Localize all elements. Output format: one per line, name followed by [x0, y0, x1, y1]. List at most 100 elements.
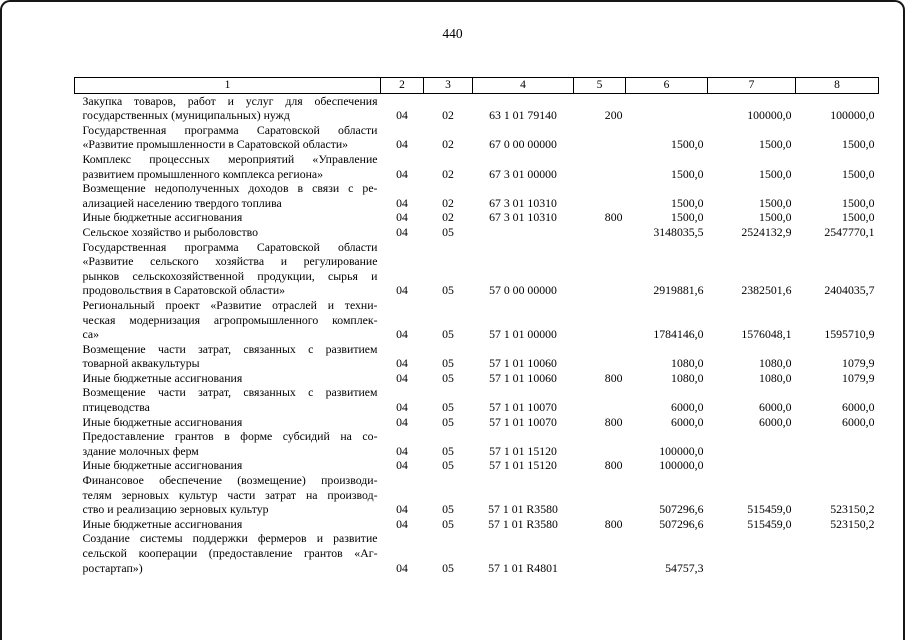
cell-name: Иные бюджетные ассигнования: [75, 371, 381, 386]
cell-name: Государственная программа Саратовской об…: [75, 240, 381, 298]
table-body: Закупка товаров, работ и услуг для обесп…: [75, 93, 879, 575]
column-header-2: 2: [380, 77, 424, 94]
cell-name: Сельское хозяйство и рыболовство: [75, 225, 381, 240]
cell-name: Иные бюджетные ассигнования: [75, 517, 381, 532]
cell-col6: 507296,6: [659, 516, 704, 531]
name-line: Закупка товаров, работ и услуг для обесп…: [82, 93, 378, 108]
cell-col5: [574, 531, 626, 575]
cell-col8: 1500,0: [842, 210, 875, 225]
cell-name: Иные бюджетные ассигнования: [75, 210, 381, 225]
name-line: Возмещение части затрат, связанных с раз…: [82, 385, 378, 400]
cell-col2: 04: [396, 224, 408, 239]
cell-col7: 1500,0: [759, 195, 792, 210]
column-header-6: 6: [625, 77, 708, 94]
cell-col6: 1080,0: [671, 370, 704, 385]
cell-col2: 04: [396, 560, 408, 575]
cell-col4: 57 1 01 R4801: [488, 560, 558, 575]
name-line: развитием промышленного комплекса регион…: [82, 166, 324, 181]
cell-col4: 57 1 01 10060: [489, 370, 557, 385]
cell-col8: 1500,0: [842, 137, 875, 152]
cell-col7: [708, 458, 796, 473]
cell-col8: 523150,2: [830, 502, 875, 517]
table-row: Возмещение части затрат, связанных с раз…: [75, 342, 879, 371]
name-line: Государственная программа Саратовской об…: [82, 239, 378, 254]
column-header-4: 4: [472, 77, 574, 94]
cell-name: Комплекс процессных мероприятий «Управле…: [75, 152, 381, 181]
cell-name: Государственная программа Саратовской об…: [75, 123, 381, 152]
cell-col2: 04: [396, 108, 408, 123]
cell-name: Возмещение части затрат, связанных с раз…: [75, 385, 381, 414]
name-line: рынков сельскохозяйственной продукции, с…: [82, 268, 378, 283]
cell-col7: 515459,0: [747, 516, 792, 531]
cell-col3: 05: [442, 370, 454, 385]
name-line: ростартап»): [82, 560, 143, 575]
cell-col8: 1500,0: [842, 166, 875, 181]
cell-col5: [574, 473, 626, 517]
cell-col7: [708, 531, 796, 575]
cell-col5: [574, 429, 626, 458]
cell-col4: 57 1 01 15120: [489, 443, 557, 458]
name-line: ализацией населению твердого топлива: [82, 195, 282, 210]
cell-col4: 67 0 00 00000: [489, 137, 557, 152]
table-row: Закупка товаров, работ и услуг для обесп…: [75, 93, 879, 123]
column-header-5: 5: [573, 77, 626, 94]
name-line: птицеводства: [82, 400, 150, 415]
cell-col4: 67 3 01 10310: [489, 210, 557, 225]
cell-col6: 6000,0: [671, 400, 704, 415]
cell-col8: 1079,9: [842, 356, 875, 371]
cell-col3: 05: [442, 414, 454, 429]
cell-name: Иные бюджетные ассигнования: [75, 415, 381, 430]
name-line: «Развитие сельского хозяйства и регулиро…: [82, 254, 378, 269]
cell-col4: 57 1 01 10060: [489, 356, 557, 371]
column-header-8: 8: [795, 77, 879, 94]
cell-name: Возмещение недополученных доходов в связ…: [75, 181, 381, 210]
cell-col4: 57 1 01 10070: [489, 400, 557, 415]
cell-col7: 2524132,9: [741, 224, 792, 239]
cell-col5: [574, 240, 626, 298]
cell-col2: 04: [396, 414, 408, 429]
cell-col3: 02: [442, 195, 454, 210]
cell-col7: 2382501,6: [741, 283, 792, 298]
cell-name: Иные бюджетные ассигнования: [75, 458, 381, 473]
cell-col6: 2919881,6: [653, 283, 704, 298]
cell-col3: 05: [442, 443, 454, 458]
cell-col4: 63 1 01 79140: [489, 108, 557, 123]
name-line: Сельское хозяйство и рыболовство: [82, 224, 258, 239]
cell-col5: [574, 298, 626, 342]
name-line: Возмещение части затрат, связанных с раз…: [82, 341, 378, 356]
name-line: сельской кооперации (предоставление гран…: [82, 546, 378, 560]
cell-col2: 04: [396, 327, 408, 342]
name-line: ческая модернизация агропромышленного ко…: [82, 312, 378, 327]
cell-col5: [574, 342, 626, 371]
cell-col2: 04: [396, 516, 408, 531]
cell-col7: 1500,0: [759, 166, 792, 181]
cell-col6: 1500,0: [671, 210, 704, 225]
cell-col6: 100000,0: [659, 458, 704, 473]
cell-col4: 57 0 00 00000: [489, 283, 557, 298]
cell-col3: 05: [442, 458, 454, 473]
cell-col6: 507296,6: [659, 502, 704, 517]
name-line: са»: [82, 327, 100, 342]
table-row: Создание системы поддержки фермеров и ра…: [75, 531, 879, 575]
cell-col4: 67 3 01 00000: [489, 166, 557, 181]
cell-col7: 1500,0: [759, 137, 792, 152]
name-line: ство и реализацию зерновых культур: [82, 502, 269, 517]
name-line: Предоставление грантов в форме субсидий …: [82, 429, 378, 444]
table-row: Возмещение части затрат, связанных с раз…: [75, 385, 879, 414]
cell-col3: 05: [442, 283, 454, 298]
cell-col5: [574, 181, 626, 210]
cell-col2: 04: [396, 502, 408, 517]
cell-col5: 800: [604, 414, 623, 429]
cell-col5: [574, 152, 626, 181]
cell-col5: 200: [604, 108, 623, 123]
cell-col3: 02: [442, 108, 454, 123]
cell-col2: 04: [396, 210, 408, 225]
cell-col8: 100000,0: [830, 108, 875, 123]
cell-col3: 02: [442, 137, 454, 152]
cell-col3: 05: [442, 356, 454, 371]
column-header-1: 1: [74, 77, 381, 94]
cell-col2: 04: [396, 195, 408, 210]
name-line: здание молочных ферм: [82, 443, 199, 458]
